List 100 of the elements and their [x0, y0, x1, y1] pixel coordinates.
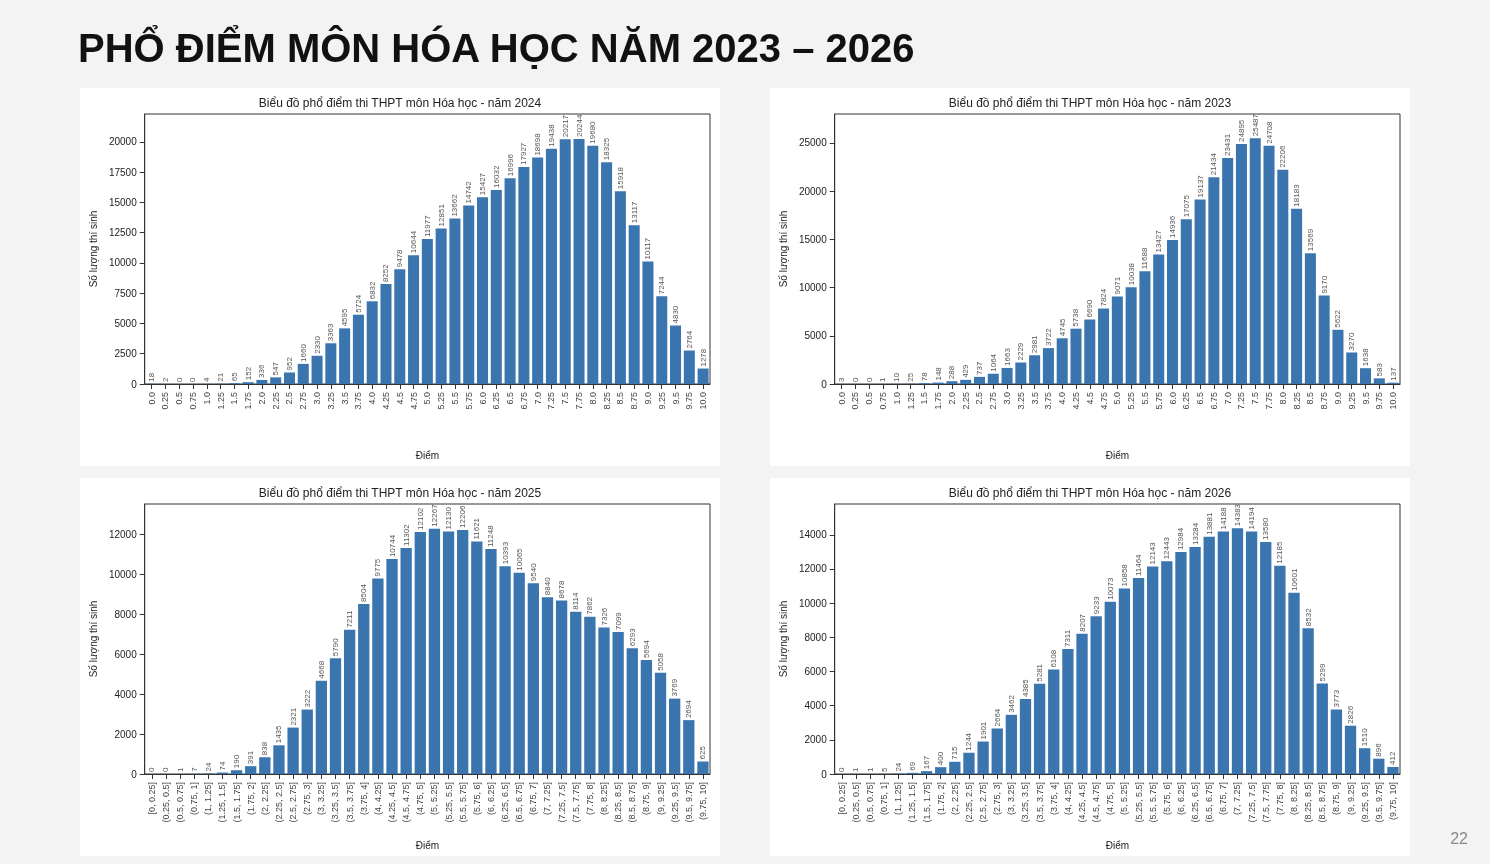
- x-tick-label: (8.75, 9]: [1331, 782, 1342, 816]
- data-label: 13569: [1305, 228, 1315, 252]
- x-tick-label: 2.0: [946, 392, 957, 405]
- bar: [584, 616, 596, 774]
- x-tick-label: 4.5: [394, 392, 405, 405]
- bar: [339, 328, 351, 384]
- x-tick-label: 8.25: [601, 392, 612, 410]
- data-label: 5: [879, 766, 889, 772]
- x-tick-label: (3, 3.25]: [316, 782, 327, 816]
- x-tick-label: (3.5, 3.75]: [344, 782, 355, 823]
- bar: [1304, 253, 1316, 384]
- x-tick-label: 5.5: [449, 392, 460, 405]
- bar: [485, 549, 497, 774]
- data-label: 18183: [1292, 183, 1302, 207]
- bar: [1189, 546, 1201, 774]
- x-tick-label: 7.0: [532, 392, 543, 405]
- x-tick-label: (8.75, 9]: [641, 782, 652, 816]
- data-label: 69: [907, 761, 917, 771]
- data-label: 12443: [1162, 536, 1172, 560]
- data-label: 19438: [546, 123, 556, 147]
- x-tick-label: 6.0: [1167, 392, 1178, 405]
- x-tick-label: (4.75, 5]: [415, 782, 426, 816]
- x-tick-label: 0.75: [187, 392, 198, 410]
- data-label: 737: [974, 360, 984, 375]
- data-label: 11248: [486, 524, 496, 548]
- data-label: 1: [851, 766, 861, 772]
- bar: [1344, 725, 1357, 774]
- x-tick-label: (6, 6.25]: [1175, 782, 1186, 816]
- x-axis-title: Điểm: [415, 449, 440, 461]
- bar: [1330, 709, 1343, 774]
- x-tick-label: 7.25: [546, 392, 557, 410]
- x-tick-label: 0.25: [850, 392, 861, 410]
- data-label: 11464: [1134, 553, 1144, 577]
- x-tick-label: 7.75: [1264, 392, 1275, 410]
- bar: [1084, 319, 1096, 384]
- x-tick-label: 6.5: [505, 392, 516, 405]
- data-label: 4668: [316, 660, 326, 679]
- x-tick-label: (1.5, 1.75]: [231, 782, 242, 823]
- data-label: 19137: [1195, 174, 1205, 198]
- x-tick-label: 7.5: [560, 392, 571, 405]
- data-label: 74: [217, 761, 227, 771]
- bar: [1249, 138, 1261, 384]
- x-tick-label: (7.75, 8]: [1274, 782, 1285, 816]
- data-label: 0: [174, 377, 184, 382]
- data-label: 7099: [613, 611, 623, 631]
- y-tick-label: 12000: [798, 563, 828, 575]
- data-label: 14188: [1218, 506, 1228, 530]
- data-label: 10117: [643, 237, 653, 260]
- data-label: 3773: [1331, 689, 1341, 708]
- bar: [545, 148, 557, 384]
- x-tick-label: (4.25, 4.5]: [387, 782, 398, 823]
- data-label: 4: [202, 376, 212, 382]
- y-tick-label: 14000: [798, 529, 828, 541]
- data-label: 190: [232, 754, 242, 769]
- data-label: 9775: [373, 558, 383, 577]
- data-label: 336: [257, 364, 267, 378]
- x-tick-label: (2, 2.25]: [259, 782, 270, 816]
- x-tick-label: 8.5: [1305, 392, 1316, 405]
- x-tick-label: 5.25: [1126, 392, 1137, 410]
- data-label: 4595: [340, 308, 350, 327]
- bar: [626, 648, 638, 774]
- y-tick-label: 0: [131, 378, 138, 390]
- data-label: 24: [203, 762, 213, 772]
- data-label: 10038: [1126, 262, 1136, 286]
- bar: [513, 572, 525, 774]
- x-tick-label: 5.0: [1112, 392, 1123, 405]
- y-tick-label: 8000: [114, 608, 138, 620]
- bar: [366, 301, 378, 384]
- x-tick-label: 9.75: [1374, 392, 1385, 410]
- y-tick-label: 6000: [804, 665, 828, 677]
- bar: [1194, 199, 1206, 384]
- data-label: 11302: [401, 523, 411, 546]
- data-label: 4385: [1020, 678, 1030, 698]
- bar: [670, 325, 682, 384]
- x-tick-label: (9.25, 9.5]: [669, 782, 680, 823]
- y-tick-label: 15000: [108, 196, 138, 208]
- x-tick-label: (1, 1.25]: [893, 782, 904, 816]
- x-tick-label: 2.25: [960, 392, 971, 410]
- bar: [297, 363, 309, 384]
- x-tick-label: (0.25, 0.5]: [850, 782, 861, 823]
- data-label: 6832: [367, 280, 377, 300]
- bar: [1015, 362, 1027, 384]
- bar: [408, 255, 420, 384]
- bar: [245, 766, 257, 774]
- bar: [946, 381, 958, 384]
- data-label: 2: [160, 376, 170, 382]
- x-tick-label: 7.25: [1236, 392, 1247, 410]
- x-tick-label: 6.5: [1195, 392, 1206, 405]
- data-label: 78: [919, 371, 929, 382]
- x-tick-label: 1.5: [919, 392, 930, 405]
- data-label: 9170: [1319, 275, 1329, 294]
- y-tick-label: 25000: [798, 137, 828, 149]
- x-tick-label: 0.0: [836, 392, 847, 405]
- bar: [960, 379, 972, 384]
- bar: [642, 261, 654, 384]
- y-tick-label: 5000: [804, 330, 828, 342]
- data-label: 1: [878, 376, 888, 382]
- x-tick-label: 4.25: [1070, 392, 1081, 410]
- x-tick-label: 9.25: [1346, 392, 1357, 410]
- data-label: 65: [229, 371, 239, 382]
